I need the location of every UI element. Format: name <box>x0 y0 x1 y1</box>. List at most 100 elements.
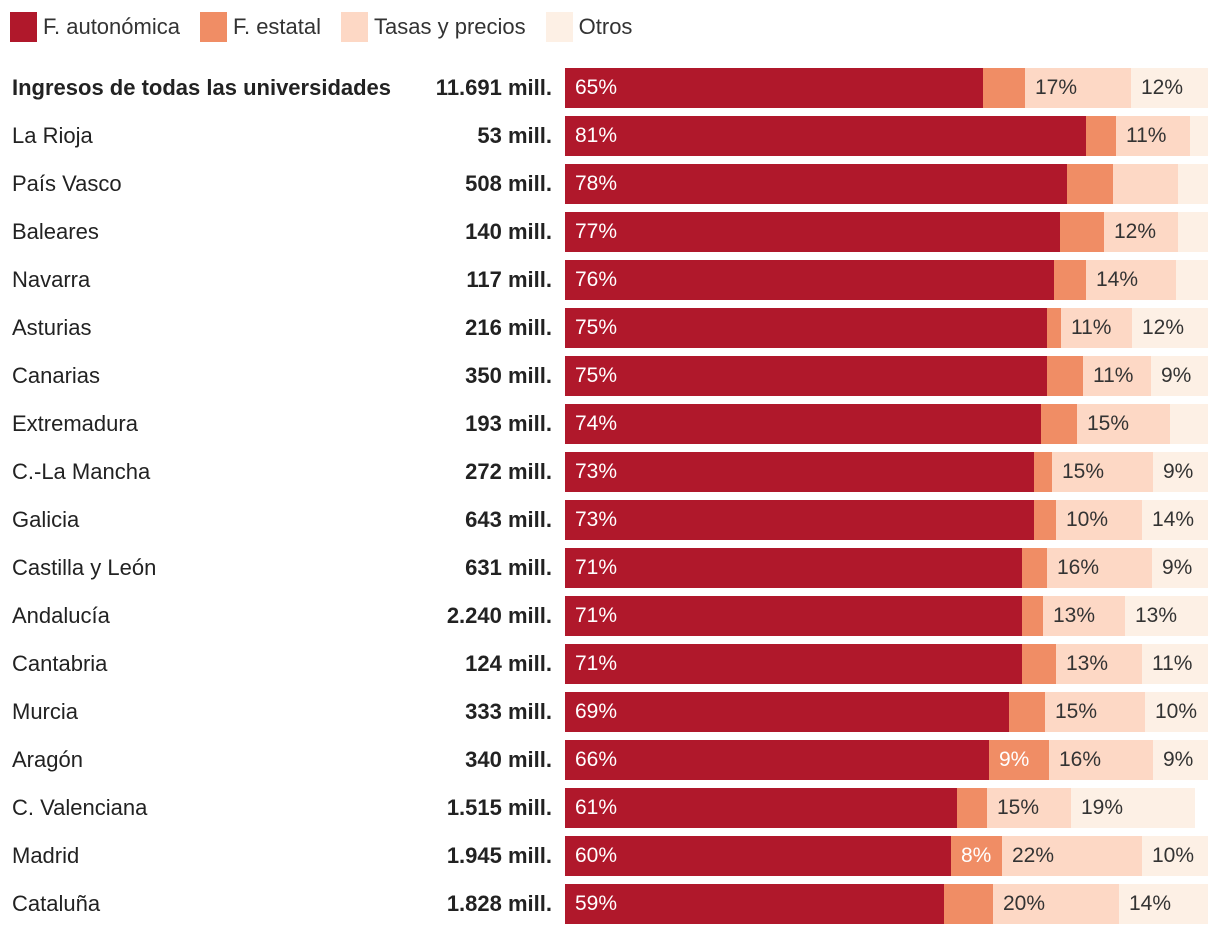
row-label: Baleares <box>12 219 99 244</box>
bar-segment-otros <box>1176 260 1208 300</box>
legend-swatch <box>10 12 37 42</box>
bar-segment-tasas-y-precios <box>1056 500 1142 540</box>
bar-segment-tasas-y-precios <box>1052 452 1153 492</box>
bar-segment-tasas-y-precios <box>987 788 1071 828</box>
bar-segment-f-estatal <box>944 884 993 924</box>
stacked-bar: 65% 17% 12% <box>565 68 1208 108</box>
row-label: Galicia <box>12 507 80 532</box>
bar-segment-otros <box>1152 548 1208 588</box>
bar-segment-tasas-y-precios <box>1083 356 1151 396</box>
row-label: Cataluña <box>12 891 101 916</box>
bar-segment-f-autonomica <box>565 548 1022 588</box>
row-total: 193 mill. <box>465 411 552 436</box>
bar-segment-tasas-y-precios <box>1002 836 1142 876</box>
row-total: 643 mill. <box>465 507 552 532</box>
chart-row: Canarias 350 mill. 75% 11% 9% <box>0 356 1220 396</box>
bar-segment-otros <box>1190 116 1208 156</box>
legend-label: Tasas y precios <box>374 14 526 39</box>
stacked-bar: 76% 14% <box>565 260 1208 300</box>
bar-segment-f-autonomica <box>565 260 1054 300</box>
stacked-bar: 81% 11% <box>565 116 1208 156</box>
bar-segment-f-autonomica <box>565 596 1022 636</box>
row-label: Aragón <box>12 747 83 772</box>
chart-row: Castilla y León 631 mill. 71% 16% 9% <box>0 548 1220 588</box>
bar-segment-f-estatal <box>1067 164 1113 204</box>
bar-segment-f-autonomica <box>565 692 1009 732</box>
row-total: 350 mill. <box>465 363 552 388</box>
legend-item-f-estatal: F. estatal <box>199 12 321 42</box>
row-total: 631 mill. <box>465 555 552 580</box>
bar-segment-f-autonomica <box>565 452 1034 492</box>
legend-item-otros: Otros <box>545 12 633 42</box>
row-total: 1.945 mill. <box>446 843 552 868</box>
legend-swatch <box>199 12 227 42</box>
bar-segment-f-autonomica <box>565 308 1047 348</box>
bar-segment-f-estatal <box>1009 692 1045 732</box>
row-total: 508 mill. <box>465 171 552 196</box>
bar-segment-otros <box>1153 452 1208 492</box>
legend-item-tasas-y-precios: Tasas y precios <box>341 12 526 42</box>
bar-segment-tasas-y-precios <box>1086 260 1176 300</box>
bar-segment-tasas-y-precios <box>1116 116 1190 156</box>
row-label: Extremadura <box>12 411 138 436</box>
chart-row: Baleares 140 mill. 77% 12% <box>0 212 1220 252</box>
row-total: 216 mill. <box>465 315 552 340</box>
row-total: 1.515 mill. <box>446 795 552 820</box>
bar-segment-f-estatal <box>1022 644 1056 684</box>
bar-segment-tasas-y-precios <box>1104 212 1178 252</box>
bar-segment-tasas-y-precios <box>993 884 1119 924</box>
row-label: C. Valenciana <box>12 795 148 820</box>
stacked-bar: 75% 11% 12% <box>565 308 1208 348</box>
chart-row: Ingresos de todas las universidades 11.69… <box>0 68 1220 108</box>
row-label: País Vasco <box>12 171 122 196</box>
chart-row: Galicia 643 mill. 73% 10% 14% <box>0 500 1220 540</box>
bar-segment-f-estatal <box>1060 212 1104 252</box>
legend-label: Otros <box>578 14 633 39</box>
chart-row: Aragón 340 mill. 66% 9% 16% 9% <box>0 740 1220 780</box>
chart-row: País Vasco 508 mill. 78% <box>0 164 1220 204</box>
stacked-bar: 69% 15% 10% <box>565 692 1208 732</box>
legend-swatch <box>545 12 573 42</box>
bar-segment-otros <box>1178 212 1208 252</box>
row-label: Navarra <box>12 267 91 292</box>
bar-segment-f-autonomica <box>565 212 1060 252</box>
row-label: Castilla y León <box>12 555 157 580</box>
bar-segment-f-autonomica <box>565 644 1022 684</box>
bar-segment-otros <box>1151 356 1208 396</box>
bar-segment-f-estatal <box>1034 452 1052 492</box>
bar-segment-f-estatal <box>1054 260 1086 300</box>
legend-label: F. autonómica <box>43 14 180 39</box>
bar-segment-otros <box>1145 692 1208 732</box>
chart-row: C. Valenciana 1.515 mill. 61% 15% 19% <box>0 788 1220 828</box>
row-label: Ingresos de todas las universidades <box>12 75 392 100</box>
bar-segment-tasas-y-precios <box>1113 164 1178 204</box>
bar-segment-otros <box>1125 596 1208 636</box>
bar-segment-f-autonomica <box>565 404 1041 444</box>
row-label: Canarias <box>12 363 101 388</box>
bar-segment-otros <box>1131 68 1208 108</box>
bar-segment-f-estatal <box>1047 308 1061 348</box>
row-total: 333 mill. <box>465 699 552 724</box>
stacked-bar: 71% 16% 9% <box>565 548 1208 588</box>
chart-row: Andalucía 2.240 mill. 71% 13% 13% <box>0 596 1220 636</box>
row-total: 2.240 mill. <box>446 603 552 628</box>
bar-segment-f-autonomica <box>565 884 944 924</box>
bar-segment-otros <box>1142 500 1208 540</box>
chart-row: Madrid 1.945 mill. 60% 8% 22% 10% <box>0 836 1220 876</box>
legend-item-f-autonomica: F. autonómica <box>10 12 180 42</box>
row-total: 272 mill. <box>465 459 552 484</box>
chart-row: Navarra 117 mill. 76% 14% <box>0 260 1220 300</box>
stacked-bar: 73% 10% 14% <box>565 500 1208 540</box>
legend-swatch <box>341 12 369 42</box>
bar-segment-otros <box>1132 308 1208 348</box>
row-total: 11.691 mill. <box>435 75 552 100</box>
chart-row: La Rioja 53 mill. 81% 11% <box>0 116 1220 156</box>
stacked-bar: 61% 15% 19% <box>565 788 1208 828</box>
bar-segment-otros <box>1142 644 1208 684</box>
bar-segment-f-autonomica <box>565 740 989 780</box>
bar-segment-tasas-y-precios <box>1043 596 1125 636</box>
stacked-bar: 60% 8% 22% 10% <box>565 836 1208 876</box>
bar-segment-f-autonomica <box>565 116 1086 156</box>
row-total: 117 mill. <box>466 267 552 292</box>
bar-segment-f-estatal <box>957 788 987 828</box>
